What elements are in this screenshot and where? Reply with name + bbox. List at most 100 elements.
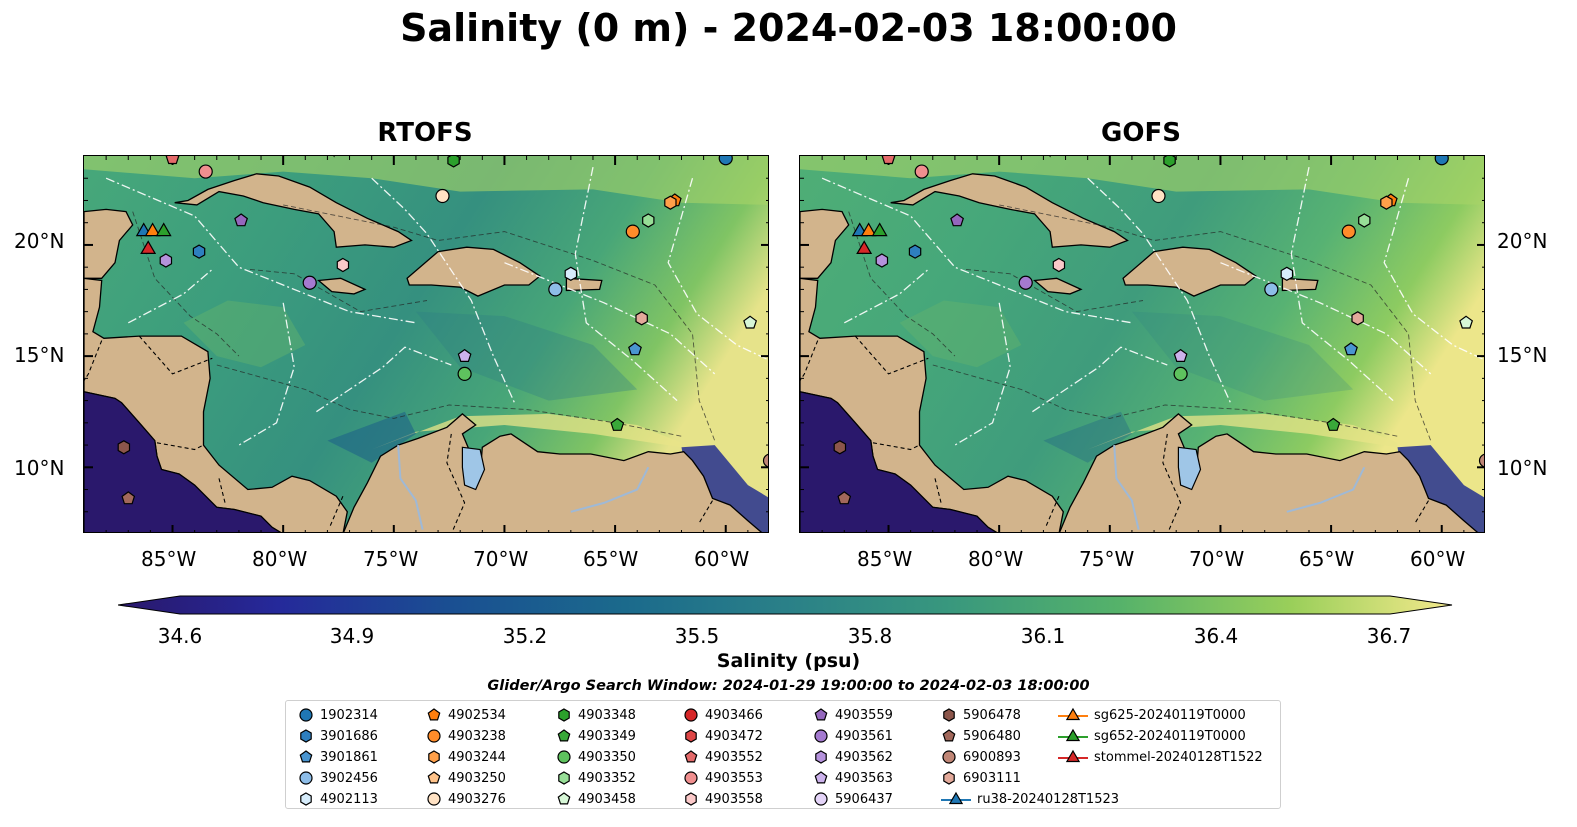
map-panel-rtofs bbox=[83, 155, 769, 533]
lon-label-60w-left: 60°W bbox=[694, 547, 750, 571]
marker-4903552 bbox=[881, 156, 896, 165]
land-jamaica bbox=[317, 277, 367, 295]
legend-label: 4903553 bbox=[705, 770, 763, 786]
land-jamaica bbox=[1033, 277, 1083, 295]
lon-label-80w-right: 80°W bbox=[968, 547, 1024, 571]
marker-4903244 bbox=[1380, 195, 1393, 210]
legend-label: 5906478 bbox=[963, 707, 1021, 723]
lat-label-20n-right: 20°N bbox=[1497, 229, 1548, 253]
marker-3901686 bbox=[908, 244, 922, 259]
legend-label: 5906437 bbox=[835, 791, 893, 807]
figure-title: Salinity (0 m) - 2024-02-03 18:00:00 bbox=[400, 6, 1177, 50]
marker-sg652-20240119T0000 bbox=[155, 222, 172, 237]
marker-5906480 bbox=[837, 491, 852, 505]
marker-4903561 bbox=[302, 275, 317, 290]
legend-item: 4903352 bbox=[556, 768, 636, 788]
legend-label: 3902456 bbox=[320, 770, 378, 786]
colorbar-tick: 36.4 bbox=[1193, 624, 1239, 648]
legend-label: sg625-20240119T0000 bbox=[1094, 707, 1246, 723]
legend-label: 4903563 bbox=[835, 770, 893, 786]
marker-4903350 bbox=[1173, 366, 1188, 382]
marker-4902113 bbox=[1280, 266, 1294, 281]
marker-3902456 bbox=[1264, 282, 1279, 297]
lat-label-10n-right: 10°N bbox=[1497, 456, 1548, 480]
colorbar-tick: 35.8 bbox=[847, 624, 893, 648]
marker-3901861 bbox=[1344, 342, 1358, 356]
legend-item: 3901861 bbox=[298, 747, 378, 767]
marker-5906478 bbox=[833, 440, 847, 455]
marker-4903238 bbox=[625, 224, 640, 239]
marker-5906478 bbox=[117, 440, 131, 455]
legend-label: 4903458 bbox=[578, 791, 636, 807]
lon-label-85w-left: 85°W bbox=[141, 547, 197, 571]
marker-6903111 bbox=[635, 311, 648, 326]
marker-4903458 bbox=[1459, 315, 1474, 329]
lon-label-60w-right: 60°W bbox=[1410, 547, 1466, 571]
legend-label: 4903244 bbox=[448, 749, 506, 765]
legend-label: 4903250 bbox=[448, 770, 506, 786]
lat-label-15n-left: 15°N bbox=[14, 343, 65, 367]
legend-item: 4903458 bbox=[556, 789, 636, 809]
colorbar-label: Salinity (psu) bbox=[716, 650, 861, 672]
marker-4903276 bbox=[435, 188, 450, 204]
panel-title-gofs: GOFS bbox=[1101, 118, 1181, 148]
land-south-america bbox=[1059, 413, 1479, 532]
marker-1902314 bbox=[1434, 156, 1449, 166]
legend-label: 5906480 bbox=[963, 728, 1021, 744]
colorbar bbox=[117, 595, 1453, 615]
marker-4903348 bbox=[1163, 156, 1176, 168]
land-yucatan bbox=[84, 208, 134, 279]
colorbar-tick: 35.2 bbox=[502, 624, 548, 648]
legend-item: 4903238 bbox=[426, 726, 506, 746]
marker-4903458 bbox=[743, 315, 758, 329]
legend-item: 4903558 bbox=[683, 789, 763, 809]
map-panel-gofs bbox=[799, 155, 1485, 533]
legend-item: 4903276 bbox=[426, 789, 506, 809]
search-window-text: Glider/Argo Search Window: 2024-01-29 19… bbox=[487, 678, 1090, 694]
legend-label: 1902314 bbox=[320, 707, 378, 723]
lat-label-10n-left: 10°N bbox=[14, 456, 65, 480]
land-yucatan bbox=[800, 208, 850, 279]
legend-label: 4903562 bbox=[835, 749, 893, 765]
legend-item: 4903552 bbox=[683, 747, 763, 767]
marker-5906480 bbox=[121, 491, 136, 505]
legend-label: 4903349 bbox=[578, 728, 636, 744]
marker-4903563 bbox=[457, 348, 472, 362]
marker-4903553 bbox=[914, 164, 929, 179]
marker-4903558 bbox=[1052, 257, 1066, 273]
marker-1902314 bbox=[718, 156, 733, 166]
marker-3901686 bbox=[192, 244, 206, 259]
legend-label: 4903276 bbox=[448, 791, 506, 807]
marker-4903559 bbox=[950, 213, 965, 227]
marker-4903350 bbox=[457, 366, 472, 382]
legend-label: 4903348 bbox=[578, 707, 636, 723]
legend: 1902314 3901686 3901861 3902456 4902113 49025… bbox=[285, 700, 1281, 809]
marker-4903561 bbox=[1018, 275, 1033, 290]
marker-4903563 bbox=[1173, 348, 1188, 362]
legend-item: 6903111 bbox=[941, 768, 1021, 788]
colorbar-tick: 36.1 bbox=[1020, 624, 1066, 648]
legend-item: 4902534 bbox=[426, 705, 506, 725]
lon-label-75w-left: 75°W bbox=[363, 547, 419, 571]
marker-4903348 bbox=[447, 156, 460, 168]
marker-4903562 bbox=[159, 253, 173, 268]
panel-title-rtofs: RTOFS bbox=[377, 118, 473, 148]
legend-label: 4902113 bbox=[320, 791, 378, 807]
legend-label: stommel-20240128T1522 bbox=[1094, 749, 1263, 765]
marker-6903111 bbox=[1351, 311, 1364, 326]
marker-4903349 bbox=[610, 417, 625, 431]
lat-label-15n-right: 15°N bbox=[1497, 343, 1548, 367]
legend-label: 4902534 bbox=[448, 707, 506, 723]
lat-label-20n-left: 20°N bbox=[14, 229, 65, 253]
legend-item: 4903553 bbox=[683, 768, 763, 788]
marker-4903552 bbox=[165, 156, 180, 165]
lon-label-80w-left: 80°W bbox=[252, 547, 308, 571]
legend-item: 4902113 bbox=[298, 789, 378, 809]
land-hispaniola bbox=[406, 246, 541, 297]
lon-label-65w-right: 65°W bbox=[1299, 547, 1355, 571]
marker-3901861 bbox=[628, 342, 642, 356]
marker-4903562 bbox=[875, 253, 889, 268]
legend-item: 5906437 bbox=[813, 789, 893, 809]
lon-label-70w-right: 70°W bbox=[1189, 547, 1245, 571]
legend-item: 4903466 bbox=[683, 705, 763, 725]
